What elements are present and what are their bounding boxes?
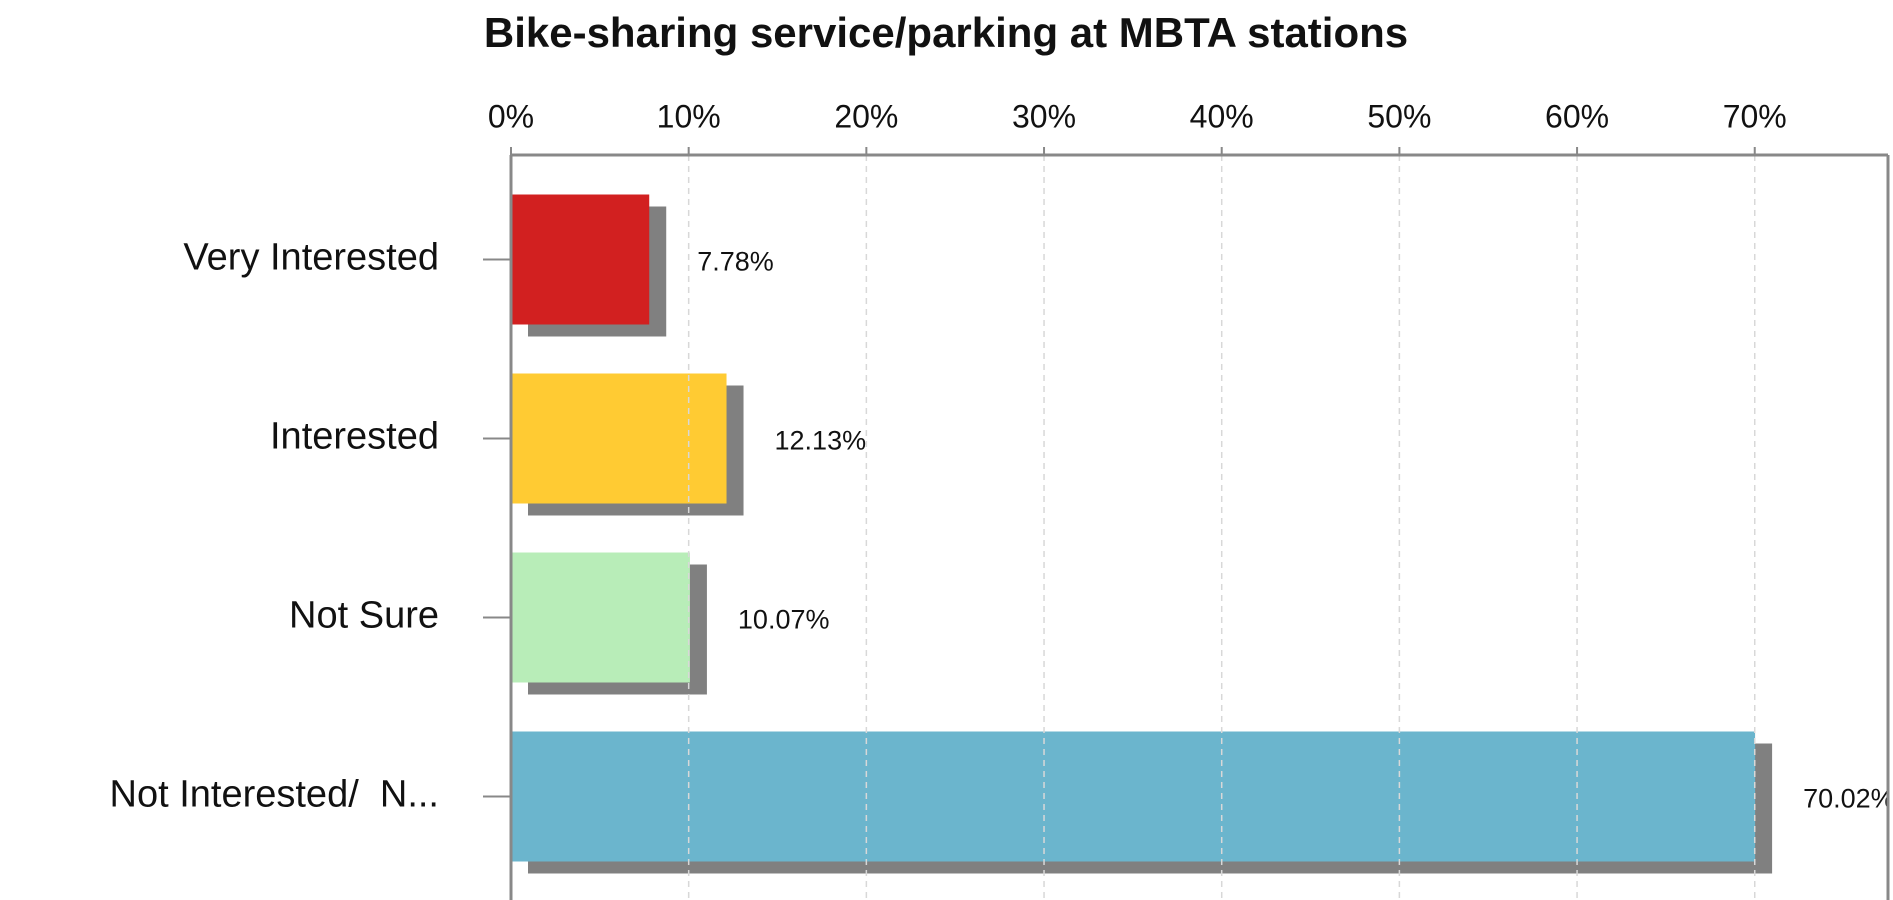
bar <box>511 552 690 683</box>
x-tick-label: 40% <box>1190 98 1254 134</box>
x-tick-label: 0% <box>488 98 534 134</box>
bar <box>511 373 727 504</box>
x-tick-label: 20% <box>834 98 898 134</box>
bar <box>511 731 1756 862</box>
x-tick-label: 60% <box>1545 98 1609 134</box>
value-label: 7.78% <box>697 247 774 277</box>
value-label: 70.02% <box>1803 784 1893 814</box>
y-tick-label: Not Interested/ N... <box>110 774 439 816</box>
bar <box>511 194 650 325</box>
y-tick-label: Not Sure <box>289 595 439 637</box>
chart-title: Bike-sharing service/parking at MBTA sta… <box>484 9 1408 56</box>
plot-area: 7.78% 12.13% 10.07% 70.02% <box>511 194 1893 874</box>
x-tick-label: 70% <box>1723 98 1787 134</box>
x-tick-label: 30% <box>1012 98 1076 134</box>
x-tick-label: 10% <box>657 98 721 134</box>
y-tick-label: Interested <box>270 416 439 458</box>
y-tick-label: Very Interested <box>183 237 439 279</box>
x-tick-label: 50% <box>1367 98 1431 134</box>
value-label: 12.13% <box>775 426 867 456</box>
value-label: 10.07% <box>738 605 830 635</box>
